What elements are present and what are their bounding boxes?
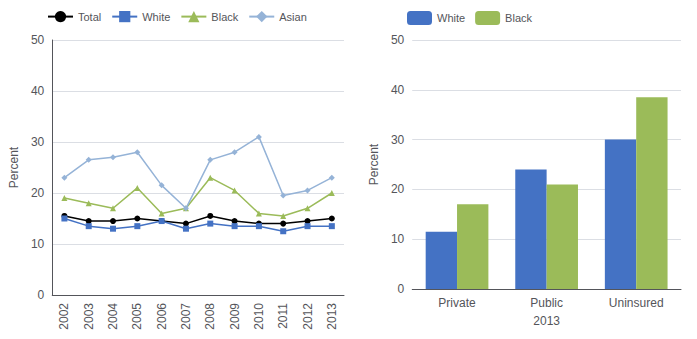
svg-text:2004: 2004 xyxy=(106,303,120,330)
svg-text:2006: 2006 xyxy=(155,303,169,330)
svg-text:White: White xyxy=(142,11,170,23)
svg-text:Percent: Percent xyxy=(367,143,381,185)
svg-text:2008: 2008 xyxy=(203,303,217,330)
svg-text:10: 10 xyxy=(31,237,45,251)
svg-text:Black: Black xyxy=(505,12,532,24)
svg-text:Asian: Asian xyxy=(279,11,307,23)
svg-text:50: 50 xyxy=(31,33,45,47)
svg-text:2009: 2009 xyxy=(228,303,242,330)
svg-text:Black: Black xyxy=(211,11,238,23)
svg-text:Private: Private xyxy=(438,296,476,310)
svg-text:2012: 2012 xyxy=(301,303,315,330)
svg-text:50: 50 xyxy=(391,33,405,47)
svg-text:2011: 2011 xyxy=(276,303,290,329)
svg-text:2003: 2003 xyxy=(82,303,96,330)
svg-text:Uninsured: Uninsured xyxy=(609,296,664,310)
svg-text:Public: Public xyxy=(530,296,563,310)
svg-text:0: 0 xyxy=(398,282,405,296)
svg-text:2007: 2007 xyxy=(179,303,193,330)
svg-text:2002: 2002 xyxy=(57,303,71,330)
svg-text:20: 20 xyxy=(31,186,45,200)
svg-text:40: 40 xyxy=(31,84,45,98)
svg-text:10: 10 xyxy=(391,232,405,246)
svg-text:2013: 2013 xyxy=(533,314,560,328)
svg-text:Percent: Percent xyxy=(7,146,21,188)
svg-text:0: 0 xyxy=(38,288,45,302)
svg-text:20: 20 xyxy=(391,182,405,196)
svg-text:2010: 2010 xyxy=(252,303,266,330)
svg-text:2013: 2013 xyxy=(325,303,339,330)
svg-text:Total: Total xyxy=(78,11,101,23)
svg-text:2005: 2005 xyxy=(130,303,144,330)
svg-text:White: White xyxy=(437,12,465,24)
svg-text:30: 30 xyxy=(31,135,45,149)
svg-text:40: 40 xyxy=(391,83,405,97)
svg-text:30: 30 xyxy=(391,133,405,147)
